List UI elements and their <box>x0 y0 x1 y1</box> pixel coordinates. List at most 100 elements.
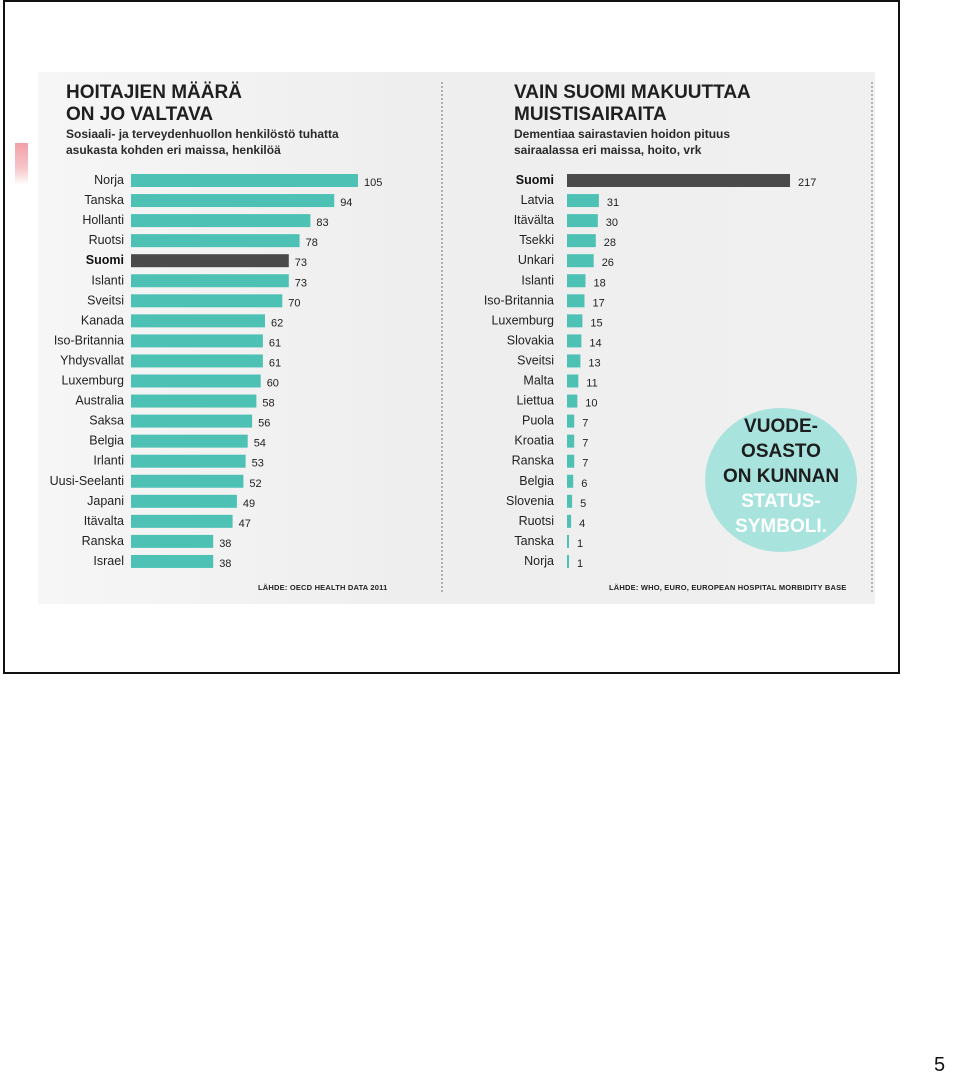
category-label-0-0: Norja <box>94 173 124 187</box>
bar-0-18 <box>131 534 214 548</box>
category-label-0-17: Itävalta <box>84 514 124 528</box>
bar-1-0 <box>567 174 790 187</box>
value-label-1-2: 30 <box>606 217 618 229</box>
bar-0-1 <box>131 194 335 208</box>
bar-0-19 <box>131 554 214 568</box>
bar-0-8 <box>131 334 263 348</box>
value-label-1-11: 10 <box>585 398 597 410</box>
bar-1-5 <box>567 274 586 288</box>
value-label-1-1: 31 <box>607 197 619 209</box>
bar-1-19 <box>567 554 569 568</box>
bar-0-15 <box>131 474 244 488</box>
value-label-1-13: 7 <box>582 438 588 450</box>
category-label-1-12: Puola <box>522 414 554 428</box>
bar-0-10 <box>131 374 261 388</box>
value-label-1-18: 1 <box>577 538 583 550</box>
value-label-0-1: 94 <box>340 197 352 209</box>
value-label-1-6: 17 <box>593 297 605 309</box>
value-label-1-0: 217 <box>798 177 816 189</box>
bar-1-16 <box>567 494 573 508</box>
left-chart-title-line2: ON JO VALTAVA <box>66 104 213 125</box>
category-label-1-15: Belgia <box>519 474 554 488</box>
category-label-1-19: Norja <box>524 554 554 568</box>
category-label-0-10: Luxemburg <box>61 374 124 388</box>
bar-1-9 <box>567 354 581 368</box>
category-label-0-9: Yhdysvallat <box>60 353 124 367</box>
bar-1-17 <box>567 514 572 528</box>
value-label-1-15: 6 <box>581 478 587 490</box>
category-label-1-18: Tanska <box>514 534 554 548</box>
infographic-charts: HOITAJIEN MÄÄRÄ ON JO VALTAVA Sosiaali- … <box>50 82 873 592</box>
bar-1-2 <box>567 214 598 228</box>
category-label-1-6: Iso-Britannia <box>484 293 554 307</box>
bar-0-17 <box>131 514 233 528</box>
value-label-1-9: 13 <box>588 357 600 369</box>
page-number: 5 <box>934 1054 946 1076</box>
category-label-1-5: Islanti <box>521 273 554 287</box>
category-label-1-7: Luxemburg <box>491 313 554 327</box>
value-label-0-5: 73 <box>295 277 307 289</box>
value-label-0-7: 62 <box>271 317 283 329</box>
left-chart-bars: Norja 105 Tanska 94 Hollanti 83 Ruotsi 78 Suomi 7… <box>50 173 383 570</box>
bar-1-15 <box>567 474 574 488</box>
category-label-0-2: Hollanti <box>82 213 124 227</box>
callout-line2: OSASTO <box>741 441 821 462</box>
value-label-0-4: 73 <box>295 257 307 269</box>
value-label-0-17: 47 <box>239 518 251 530</box>
category-label-1-10: Malta <box>523 374 554 388</box>
category-label-0-3: Ruotsi <box>89 233 124 247</box>
right-chart-title-line2: MUISTISAIRAITA <box>514 104 667 125</box>
value-label-0-19: 38 <box>219 558 231 570</box>
right-chart-title-line1: VAIN SUOMI MAKUUTTAA <box>514 82 751 103</box>
category-label-0-15: Uusi-Seelanti <box>50 474 124 488</box>
value-label-0-14: 53 <box>252 458 264 470</box>
value-label-0-2: 83 <box>316 217 328 229</box>
right-chart-subtitle-line1: Dementiaa sairastavien hoidon pituus <box>514 127 730 141</box>
value-label-0-10: 60 <box>267 378 279 390</box>
bar-0-13 <box>131 434 248 448</box>
value-label-0-15: 52 <box>249 478 261 490</box>
bar-0-4 <box>131 254 289 268</box>
value-label-1-16: 5 <box>580 498 586 510</box>
callout-line5: SYMBOLI. <box>735 516 827 537</box>
value-label-1-17: 4 <box>579 518 585 530</box>
value-label-1-3: 28 <box>604 237 616 249</box>
value-label-0-18: 38 <box>219 538 231 550</box>
category-label-1-9: Sveitsi <box>517 353 554 367</box>
left-chart-subtitle-line2: asukasta kohden eri maissa, henkilöä <box>66 143 281 157</box>
red-accent-mark <box>15 143 28 185</box>
value-label-0-13: 54 <box>254 438 266 450</box>
category-label-1-17: Ruotsi <box>519 514 554 528</box>
category-label-0-13: Belgia <box>89 434 124 448</box>
value-label-0-3: 78 <box>306 237 318 249</box>
callout-line3: ON KUNNAN <box>723 466 839 487</box>
bar-1-13 <box>567 434 575 448</box>
category-label-1-3: Tsekki <box>519 233 554 247</box>
bar-0-11 <box>131 394 257 408</box>
value-label-1-19: 1 <box>577 558 583 570</box>
value-label-1-12: 7 <box>582 418 588 430</box>
bar-0-3 <box>131 234 300 248</box>
right-chart-bars: Suomi 217 Latvia 31 Itävälta 30 Tsekki 28 Unkari… <box>484 173 817 570</box>
callout-line1: VUODE- <box>744 416 818 437</box>
category-label-0-16: Japani <box>87 494 124 508</box>
bar-1-12 <box>567 414 575 428</box>
category-label-0-18: Ranska <box>82 534 124 548</box>
value-label-1-8: 14 <box>589 337 601 349</box>
value-label-1-7: 15 <box>590 317 602 329</box>
bar-0-7 <box>131 314 265 328</box>
callout-line4: STATUS- <box>741 491 821 512</box>
value-label-1-14: 7 <box>582 458 588 470</box>
category-label-1-0: Suomi <box>516 173 554 187</box>
category-label-0-4: Suomi <box>86 253 124 267</box>
bar-0-14 <box>131 454 246 468</box>
bar-1-10 <box>567 374 579 388</box>
bar-0-5 <box>131 274 289 288</box>
bar-1-1 <box>567 194 599 208</box>
bar-1-8 <box>567 334 582 348</box>
right-chart-subtitle-line2: sairaalassa eri maissa, hoito, vrk <box>514 143 702 157</box>
category-label-0-11: Australia <box>75 394 124 408</box>
left-chart-subtitle-line1: Sosiaali- ja terveydenhuollon henkilöstö… <box>66 127 339 141</box>
value-label-0-16: 49 <box>243 498 255 510</box>
left-chart-title-line1: HOITAJIEN MÄÄRÄ <box>66 82 242 103</box>
